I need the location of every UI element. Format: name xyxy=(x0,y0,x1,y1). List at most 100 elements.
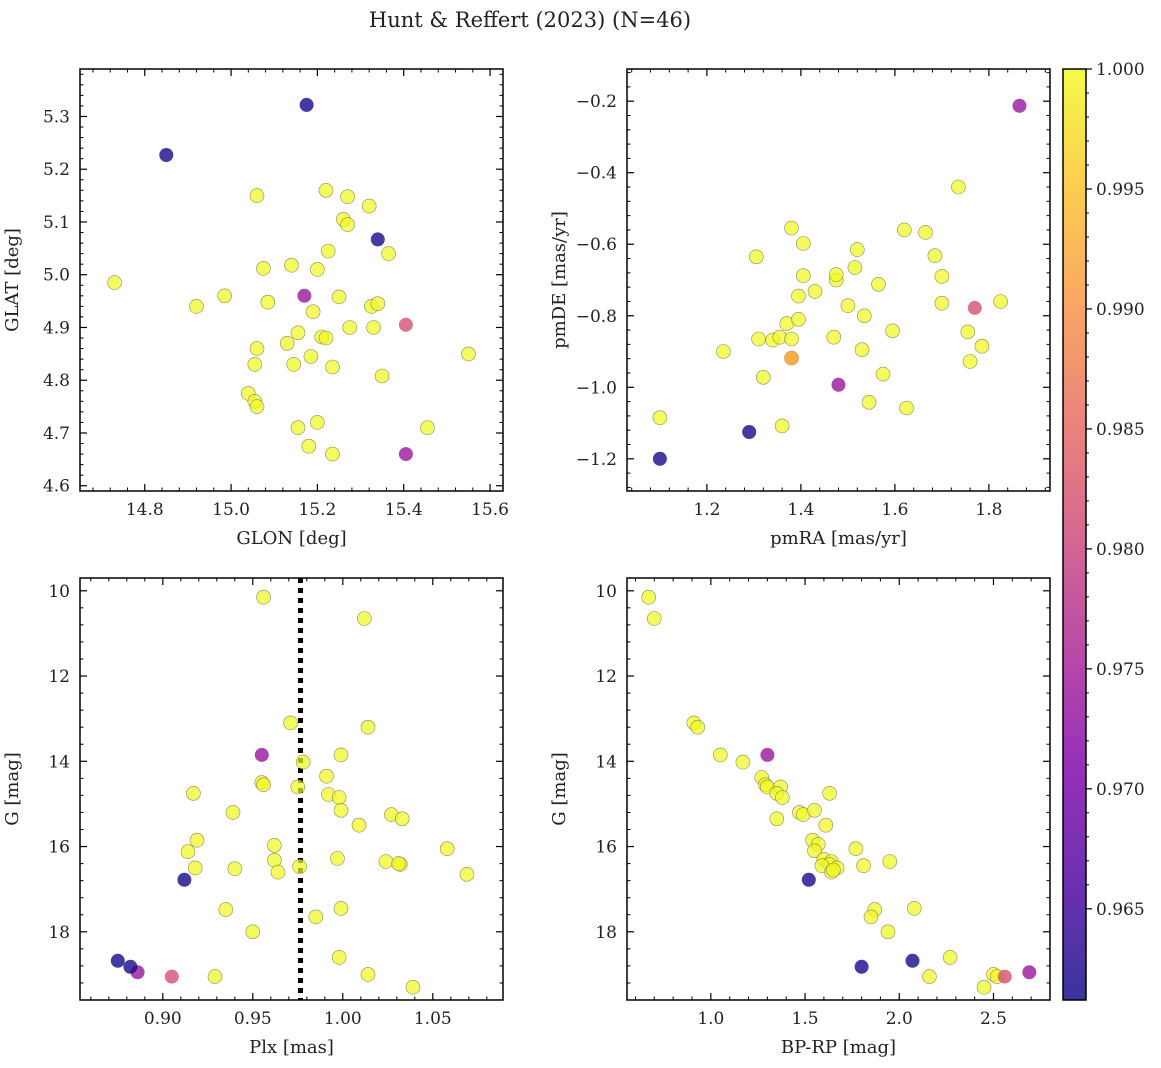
data-point xyxy=(310,415,325,430)
data-point xyxy=(769,811,785,827)
data-point xyxy=(927,248,943,263)
data-point xyxy=(207,969,223,984)
x-axis-label: Plx [mas] xyxy=(249,1037,334,1058)
data-point xyxy=(357,611,372,626)
data-point xyxy=(847,260,863,275)
data-point xyxy=(256,777,271,793)
data-point xyxy=(186,785,201,801)
data-point xyxy=(189,299,204,314)
data-point xyxy=(110,953,125,968)
y-tick-label: 18 xyxy=(48,923,70,943)
colorbar-gradient xyxy=(1062,68,1087,1001)
y-tick-label: 4.9 xyxy=(43,318,70,338)
colorbar-tick-label: 0.980 xyxy=(1096,540,1145,560)
data-point xyxy=(791,311,806,327)
data-point xyxy=(398,447,413,462)
x-tick-label: 1.2 xyxy=(693,500,720,520)
data-point xyxy=(292,859,307,874)
data-point xyxy=(742,425,757,439)
y-tick-label: 10 xyxy=(48,582,70,602)
data-point xyxy=(325,446,340,462)
data-point xyxy=(227,861,243,877)
data-point xyxy=(318,183,334,198)
x-tick-label: 1.5 xyxy=(792,1009,819,1029)
x-tick-label: 15.2 xyxy=(298,500,336,520)
data-point xyxy=(283,715,298,731)
data-point xyxy=(370,232,385,247)
data-point xyxy=(217,288,232,304)
data-point xyxy=(751,331,766,347)
axes-frame xyxy=(79,68,504,492)
y-tick-label: 12 xyxy=(48,667,70,687)
data-point xyxy=(951,179,966,195)
data-point xyxy=(340,217,355,232)
y-tick-label: 5.2 xyxy=(43,160,70,180)
data-point xyxy=(351,817,367,833)
data-point xyxy=(187,860,203,876)
data-point xyxy=(342,320,358,335)
data-point xyxy=(854,342,870,358)
data-point xyxy=(330,851,345,866)
panel-pmra-pmde: 1.2 1.4 1.6 1.8 −1.2 −1.0 −0.8 −0.6 −0.4 −0.2 pmRA… xyxy=(549,68,1051,549)
data-point xyxy=(159,148,174,162)
data-point xyxy=(784,351,799,365)
data-point xyxy=(818,817,834,833)
data-point xyxy=(871,276,886,292)
data-point xyxy=(340,189,355,204)
y-tick-label: 14 xyxy=(48,752,70,772)
x-tick-label: 15.6 xyxy=(471,500,509,520)
x-tick-label: 15.4 xyxy=(385,500,423,520)
data-point xyxy=(712,747,728,763)
data-point xyxy=(934,295,950,311)
data-point xyxy=(366,320,381,335)
data-point xyxy=(906,901,922,916)
y-tick-label: 5.3 xyxy=(43,107,70,127)
data-point xyxy=(922,969,937,984)
data-point xyxy=(267,837,282,853)
axes-frame xyxy=(79,577,504,1001)
data-point xyxy=(822,785,837,801)
data-point xyxy=(807,843,822,859)
data-point xyxy=(189,832,205,848)
colorbar-tick-label: 1.000 xyxy=(1096,60,1145,80)
data-point xyxy=(993,294,1008,309)
data-point xyxy=(755,369,771,385)
y-tick-label: −0.2 xyxy=(576,92,617,112)
y-tick-label: 4.6 xyxy=(43,477,70,497)
data-point xyxy=(840,298,856,314)
data-point xyxy=(646,611,662,626)
data-point xyxy=(331,790,347,805)
data-point xyxy=(177,872,192,887)
colorbar-tick-label: 0.965 xyxy=(1096,900,1145,920)
x-tick-label: 1.00 xyxy=(324,1009,362,1029)
data-point xyxy=(1022,965,1037,980)
data-point xyxy=(848,841,864,857)
data-point xyxy=(861,394,877,410)
data-point xyxy=(760,747,775,762)
data-point xyxy=(164,969,179,984)
y-tick-label: 5.1 xyxy=(43,213,70,233)
x-tick-label: 2.0 xyxy=(886,1009,913,1029)
data-point xyxy=(885,323,900,339)
data-point xyxy=(303,349,319,364)
y-tick-label: −0.6 xyxy=(576,235,617,255)
data-point xyxy=(290,420,306,436)
y-tick-label: −0.8 xyxy=(576,307,617,327)
data-point xyxy=(716,344,731,359)
data-point xyxy=(319,768,334,784)
data-point xyxy=(439,841,455,857)
y-tick-label: 10 xyxy=(595,582,617,602)
data-point xyxy=(882,854,898,869)
data-point xyxy=(775,790,790,805)
data-point xyxy=(218,902,234,917)
y-tick-label: 16 xyxy=(595,838,617,858)
y-tick-label: −1.2 xyxy=(576,450,617,470)
data-point xyxy=(807,802,822,818)
data-point xyxy=(247,357,263,372)
data-point xyxy=(826,329,842,345)
data-point xyxy=(459,866,475,882)
y-tick-label: 16 xyxy=(48,838,70,858)
x-tick-label: 1.4 xyxy=(787,500,814,520)
colorbar-tick-label: 0.970 xyxy=(1096,780,1145,800)
